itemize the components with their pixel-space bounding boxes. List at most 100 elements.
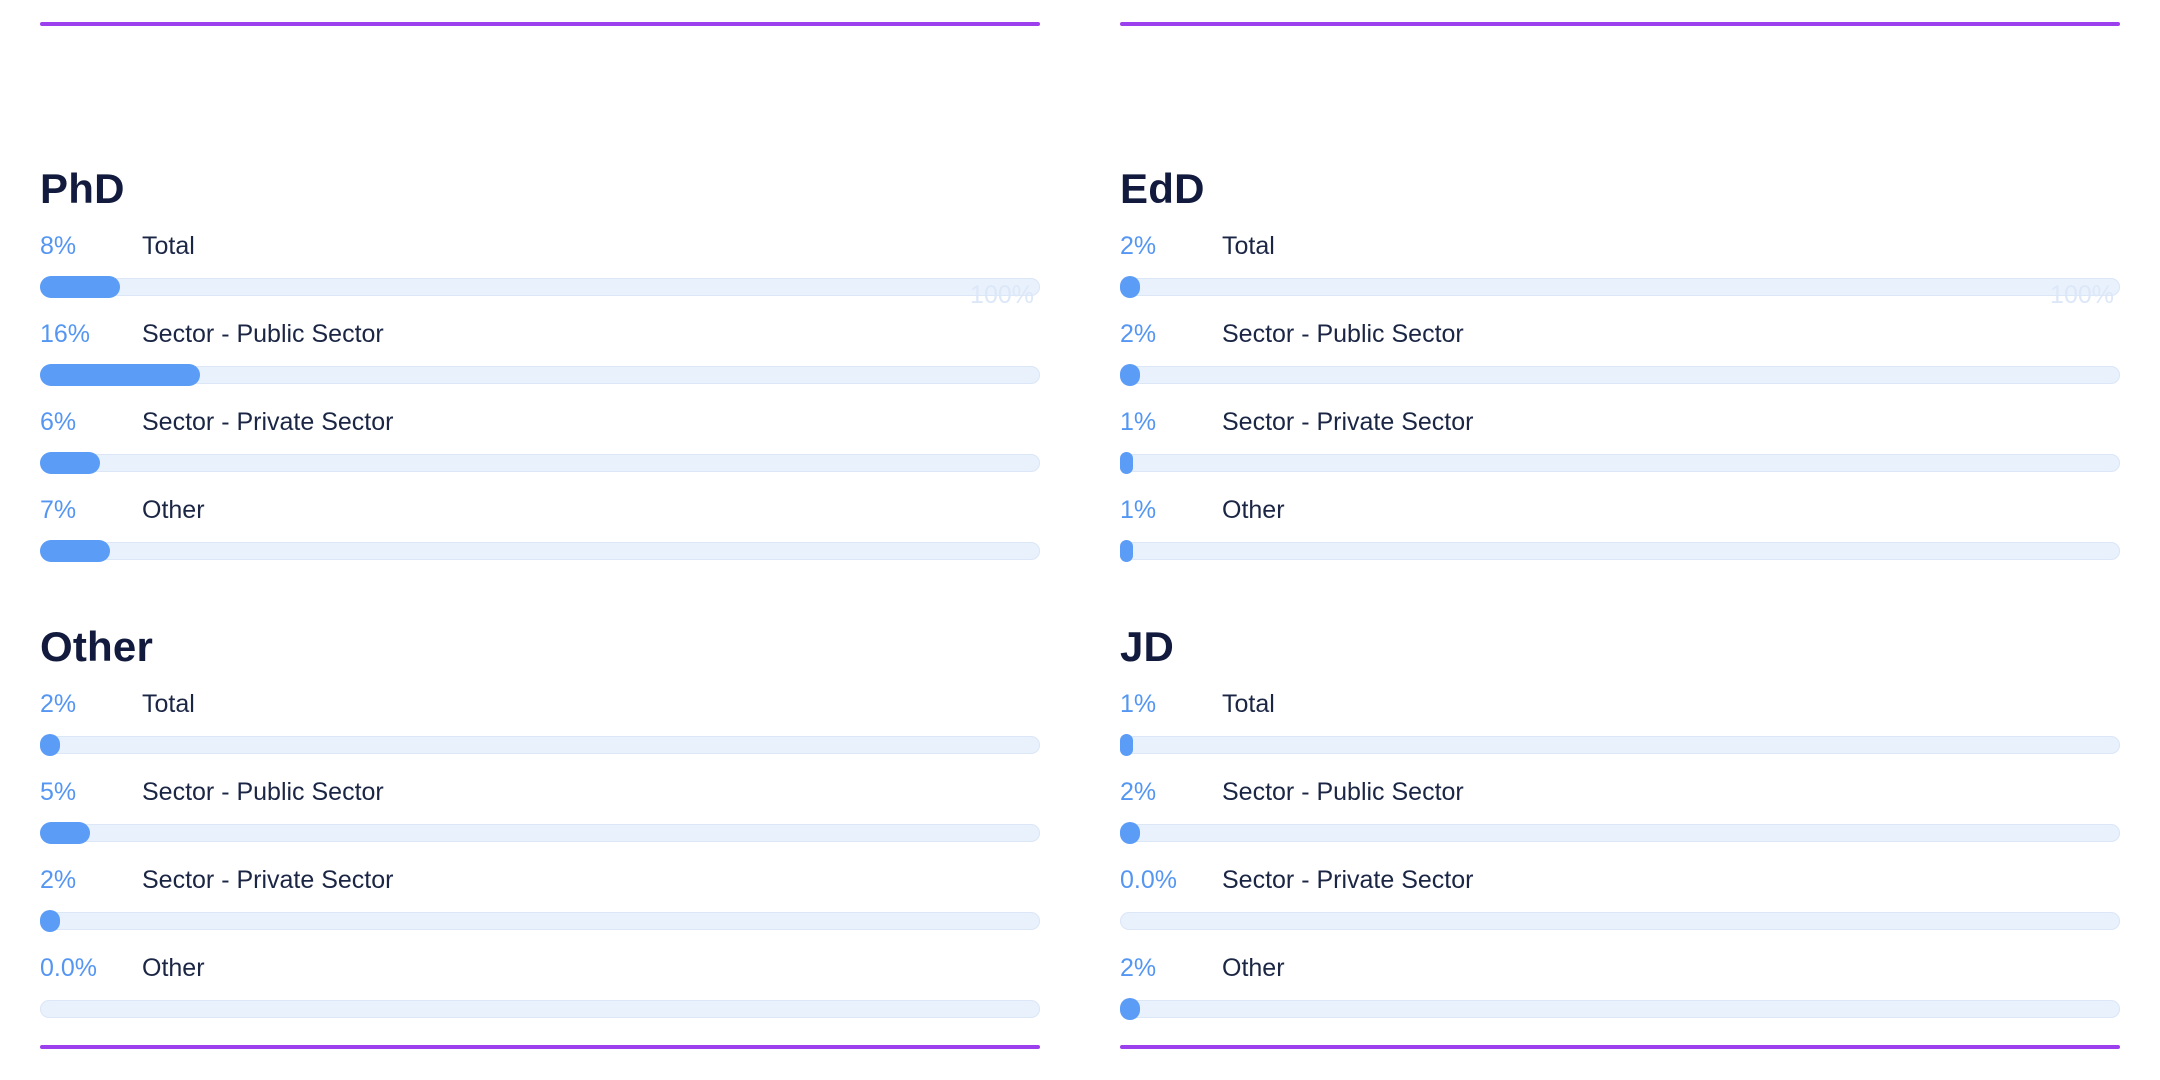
stat-row: 1% Total [1120, 689, 2120, 756]
progress-fill [40, 364, 200, 386]
column-right: EdD 2% Total 100% 2% Sector - Public Sec… [1120, 0, 2120, 1080]
panel-title: JD [1120, 623, 1175, 670]
percent-value: 1% [1120, 408, 1157, 436]
category-label: Other [1222, 496, 1285, 524]
panel-other-degree: Other 2% Total 5% Sector - Public Sector… [40, 560, 1040, 1018]
bottom-divider-right [1120, 1045, 2120, 1049]
progress-fill [1120, 998, 1140, 1020]
category-label: Sector - Public Sector [142, 778, 384, 806]
progress-track [40, 540, 1040, 562]
category-label: Sector - Public Sector [1222, 778, 1464, 806]
progress-track [1120, 540, 2120, 562]
category-label: Sector - Private Sector [1222, 408, 1474, 436]
stat-row: 2% Sector - Public Sector [1120, 319, 2120, 386]
stat-row: 7% Other [40, 495, 1040, 562]
progress-track [1120, 822, 2120, 844]
stat-row-head: 8% Total [40, 231, 1040, 261]
stat-row: 0.0% Other [40, 953, 1040, 1018]
percent-value: 7% [40, 496, 77, 524]
panel-phd: PhD 8% Total 100% 16% Sector - Public Se… [40, 26, 1040, 562]
percent-value: 2% [1120, 778, 1157, 806]
stat-row: 2% Total 100% [1120, 231, 2120, 308]
progress-fill [1120, 452, 1133, 474]
stat-row: 5% Sector - Public Sector [40, 777, 1040, 844]
progress-track [1120, 364, 2120, 386]
stat-row-head: 2% Other [1120, 953, 2120, 983]
progress-fill [40, 452, 100, 474]
stat-row: 1% Sector - Private Sector [1120, 407, 2120, 474]
percent-value: 6% [40, 408, 77, 436]
percent-value: 16% [40, 320, 91, 348]
progress-track [1120, 912, 2120, 930]
panel-title: EdD [1120, 165, 1205, 212]
stat-row-head: 0.0% Other [40, 953, 1040, 983]
stat-row-head: 2% Sector - Private Sector [40, 865, 1040, 895]
percent-value: 0.0% [1120, 866, 1177, 894]
stat-row: 16% Sector - Public Sector [40, 319, 1040, 386]
stat-row-head: 16% Sector - Public Sector [40, 319, 1040, 349]
category-label: Sector - Private Sector [142, 866, 394, 894]
progress-track [40, 734, 1040, 756]
progress-track [40, 822, 1040, 844]
scale-max-label: 100% [970, 281, 1034, 309]
stat-row: 8% Total 100% [40, 231, 1040, 308]
percent-value: 1% [1120, 690, 1157, 718]
percent-value: 2% [40, 866, 77, 894]
stat-row-head: 1% Total [1120, 689, 2120, 719]
stat-row-head: 1% Other [1120, 495, 2120, 525]
category-label: Total [142, 690, 195, 718]
stat-row-head: 5% Sector - Public Sector [40, 777, 1040, 807]
stat-row-head: 6% Sector - Private Sector [40, 407, 1040, 437]
bottom-divider-left [40, 1045, 1040, 1049]
progress-fill [1120, 540, 1133, 562]
scale-max-label: 100% [2050, 281, 2114, 309]
panel-title: Other [40, 623, 154, 670]
percent-value: 5% [40, 778, 77, 806]
stat-row-head: 0.0% Sector - Private Sector [1120, 865, 2120, 895]
percent-value: 2% [1120, 320, 1157, 348]
percent-value: 2% [1120, 232, 1157, 260]
percent-value: 1% [1120, 496, 1157, 524]
progress-fill [40, 540, 110, 562]
progress-track [40, 364, 1040, 386]
percent-value: 2% [40, 690, 77, 718]
stat-row-head: 2% Sector - Public Sector [1120, 319, 2120, 349]
stat-row-head: 1% Sector - Private Sector [1120, 407, 2120, 437]
stat-row-head: 7% Other [40, 495, 1040, 525]
stat-row-head: 2% Total [40, 689, 1040, 719]
panel-jd: JD 1% Total 2% Sector - Public Sector 0.… [1120, 560, 2120, 1020]
stat-row: 2% Total [40, 689, 1040, 756]
percent-value: 0.0% [40, 954, 97, 982]
category-label: Total [142, 232, 195, 260]
category-label: Other [142, 496, 205, 524]
progress-fill [1120, 734, 1133, 756]
top-divider-right [1120, 22, 2120, 26]
stat-row: 0.0% Sector - Private Sector [1120, 865, 2120, 930]
category-label: Total [1222, 232, 1275, 260]
stat-row-head: 2% Sector - Public Sector [1120, 777, 2120, 807]
progress-track: 100% [40, 276, 1040, 308]
panel-edd: EdD 2% Total 100% 2% Sector - Public Sec… [1120, 26, 2120, 562]
stat-row: 2% Other [1120, 953, 2120, 1020]
category-label: Total [1222, 690, 1275, 718]
category-label: Sector - Public Sector [1222, 320, 1464, 348]
top-divider-left [40, 22, 1040, 26]
progress-fill [1120, 822, 1140, 844]
category-label: Other [142, 954, 205, 982]
progress-track [40, 452, 1040, 474]
stat-row: 6% Sector - Private Sector [40, 407, 1040, 474]
progress-fill [40, 734, 60, 756]
category-label: Sector - Private Sector [142, 408, 394, 436]
progress-fill [40, 910, 60, 932]
progress-fill [40, 276, 120, 298]
panel-title: PhD [40, 165, 125, 212]
progress-track: 100% [1120, 276, 2120, 308]
stat-row: 2% Sector - Private Sector [40, 865, 1040, 932]
progress-fill [1120, 364, 1140, 386]
column-left: PhD 8% Total 100% 16% Sector - Public Se… [40, 0, 1040, 1080]
progress-fill [1120, 276, 1140, 298]
category-label: Sector - Private Sector [1222, 866, 1474, 894]
category-label: Sector - Public Sector [142, 320, 384, 348]
percent-value: 2% [1120, 954, 1157, 982]
stat-row: 2% Sector - Public Sector [1120, 777, 2120, 844]
